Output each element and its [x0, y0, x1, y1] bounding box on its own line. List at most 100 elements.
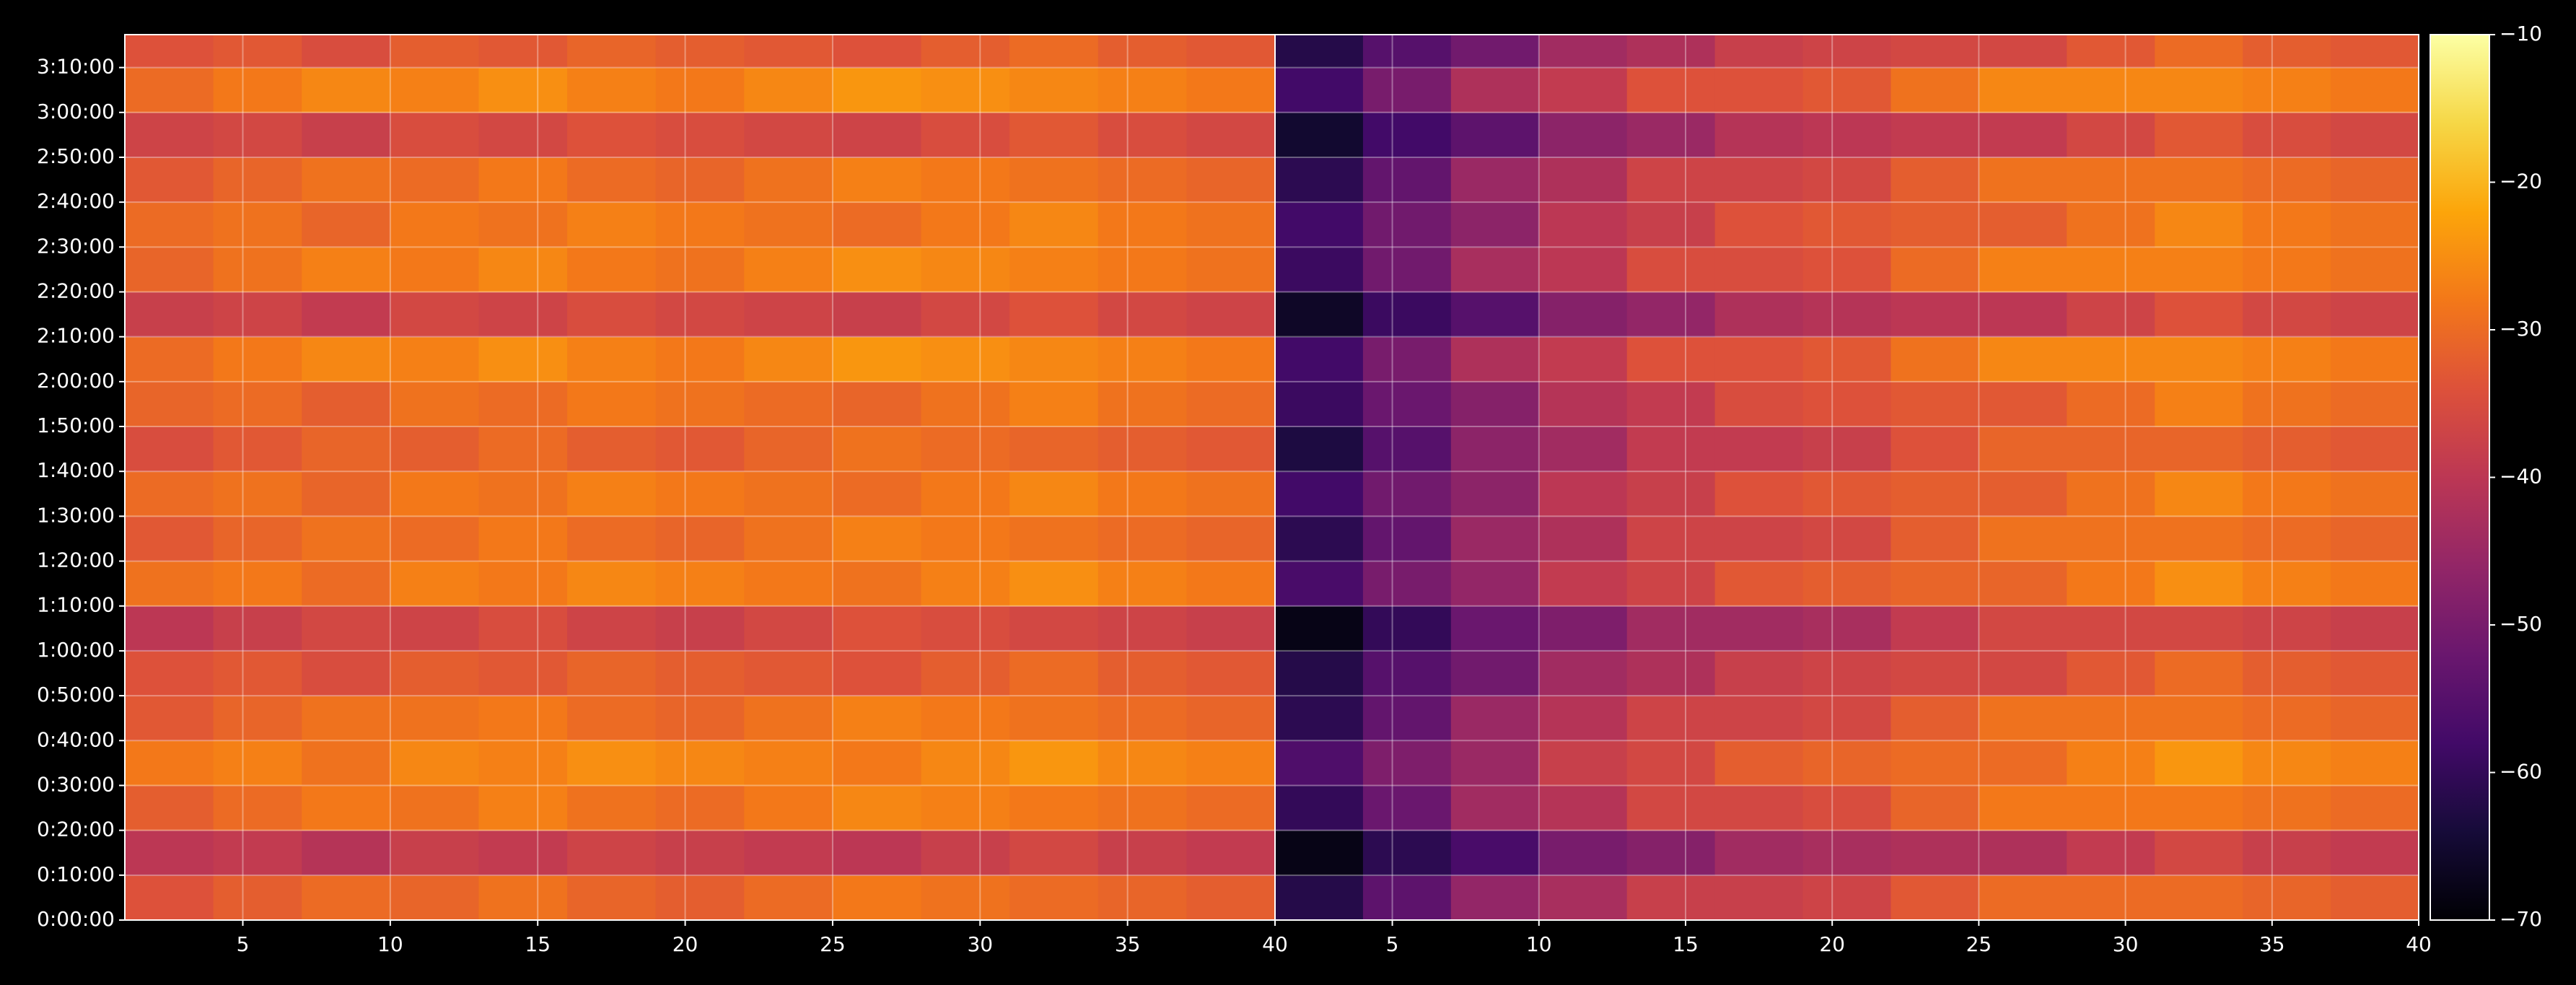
heatmap-cell	[655, 830, 745, 876]
heatmap-cell	[1626, 740, 1716, 786]
heatmap-cell	[213, 292, 302, 338]
heatmap-cell	[655, 650, 745, 696]
heatmap-cell	[1098, 650, 1187, 696]
heatmap-cell	[2067, 157, 2155, 203]
heatmap-cell	[744, 561, 833, 607]
y-tick-label: 0:20:00	[37, 818, 115, 841]
heatmap-cell	[1891, 605, 1979, 652]
heatmap-cell	[1714, 35, 1804, 69]
heatmap-cell	[1009, 561, 1099, 607]
heatmap-cell	[1714, 381, 1804, 427]
heatmap-cell	[1362, 740, 1452, 786]
heatmap-cell	[1186, 112, 1275, 158]
heatmap-cell	[1450, 785, 1540, 831]
heatmap-cell	[390, 650, 479, 696]
heatmap-cell	[213, 830, 302, 876]
heatmap-cell	[744, 112, 833, 158]
heatmap-cell	[2155, 785, 2243, 831]
heatmap-cell	[832, 650, 922, 696]
x-tick-label: 20	[1819, 932, 1845, 956]
heatmap-cell	[921, 650, 1010, 696]
heatmap-cell	[1626, 650, 1716, 696]
heatmap-cell	[2155, 471, 2243, 517]
heatmap-cell	[1802, 35, 1891, 69]
heatmap-cell	[1275, 516, 1364, 562]
heatmap-cell	[390, 292, 479, 338]
heatmap-cell	[921, 35, 1010, 69]
heatmap-cell	[1362, 381, 1452, 427]
heatmap-cell	[1098, 875, 1187, 920]
heatmap-cell	[125, 650, 214, 696]
heatmap-cell	[1009, 202, 1099, 248]
heatmap-cell	[832, 516, 922, 562]
heatmap-cell	[302, 830, 391, 876]
heatmap-cell	[125, 157, 214, 203]
heatmap-cell	[1275, 202, 1364, 248]
heatmap-cell	[567, 516, 657, 562]
heatmap-cell	[1538, 561, 1628, 607]
heatmap-cell	[213, 785, 302, 831]
heatmap-cell	[1802, 650, 1891, 696]
heatmap-cell	[2331, 35, 2419, 69]
heatmap-cell	[1626, 202, 1716, 248]
heatmap-cell	[744, 202, 833, 248]
x-tick-label: 5	[237, 932, 250, 956]
heatmap-cell	[2067, 875, 2155, 920]
heatmap-cell	[1009, 740, 1099, 786]
heatmap-cell	[1098, 426, 1187, 472]
heatmap-cell	[832, 696, 922, 741]
heatmap-cell	[1009, 696, 1099, 741]
heatmap-cell	[2331, 830, 2419, 876]
heatmap-cell	[2243, 247, 2331, 292]
y-tick-label: 1:30:00	[37, 503, 115, 527]
heatmap-cell	[1802, 561, 1891, 607]
heatmap-cell	[1626, 381, 1716, 427]
heatmap-cell	[744, 516, 833, 562]
heatmap-cell	[832, 740, 922, 786]
x-tick-label: 40	[2406, 932, 2432, 956]
heatmap-cell	[744, 696, 833, 741]
heatmap-cell	[1979, 426, 2067, 472]
heatmap-cell	[302, 561, 391, 607]
heatmap-cell	[1979, 157, 2067, 203]
heatmap-cell	[744, 67, 833, 113]
heatmap-cell	[1098, 247, 1187, 292]
heatmap-cell	[921, 67, 1010, 113]
heatmap-cell	[744, 785, 833, 831]
heatmap-cell	[1538, 785, 1628, 831]
heatmap-cell	[1714, 112, 1804, 158]
y-tick-label: 0:10:00	[37, 862, 115, 886]
heatmap-cell	[832, 247, 922, 292]
heatmap-cell	[1714, 740, 1804, 786]
heatmap-cell	[478, 157, 568, 203]
heatmap-cell	[125, 292, 214, 338]
heatmap-cell	[1098, 830, 1187, 876]
heatmap-cell	[1009, 605, 1099, 652]
heatmap-cell	[1802, 516, 1891, 562]
heatmap-cell	[1450, 650, 1540, 696]
heatmap-cell	[1538, 426, 1628, 472]
heatmap-cell	[655, 740, 745, 786]
x-tick-label: 30	[2113, 932, 2139, 956]
heatmap-cell	[2067, 35, 2155, 69]
heatmap-cell	[2155, 35, 2243, 69]
heatmap-cell	[567, 875, 657, 920]
heatmap-cell	[832, 875, 922, 920]
heatmap-cell	[567, 650, 657, 696]
heatmap-cell	[125, 605, 214, 652]
heatmap-cell	[478, 561, 568, 607]
heatmap-cell	[744, 650, 833, 696]
heatmap-cell	[2331, 202, 2419, 248]
heatmap-cell	[921, 336, 1010, 382]
heatmap-cell	[1979, 247, 2067, 292]
heatmap-cell	[1538, 650, 1628, 696]
heatmap-cell	[1362, 696, 1452, 741]
heatmap-cell	[921, 830, 1010, 876]
heatmap-cell	[1891, 471, 1979, 517]
heatmap-cell	[744, 830, 833, 876]
heatmap-cell	[1362, 67, 1452, 113]
heatmap-cell	[567, 67, 657, 113]
heatmap-cell	[1891, 336, 1979, 382]
heatmap-cell	[655, 561, 745, 607]
heatmap-cell	[1891, 516, 1979, 562]
